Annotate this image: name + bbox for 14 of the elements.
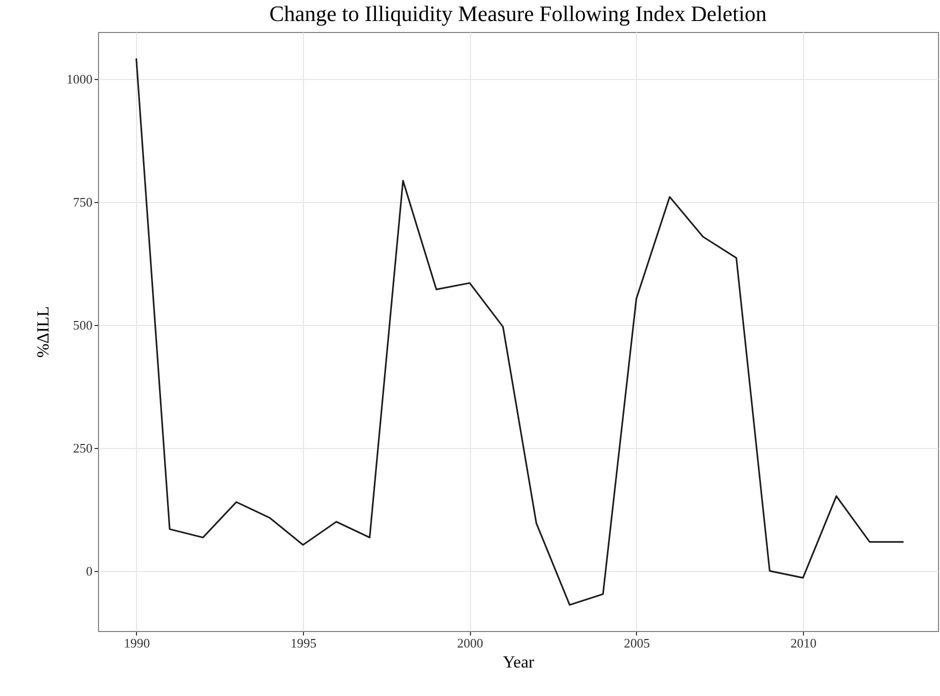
y-tick-label: 0 [86,563,92,578]
y-tick-label: 1000 [66,71,92,86]
y-tick-label: 750 [73,194,92,210]
x-tick-label: 2005 [624,636,650,650]
line-series [136,58,904,606]
y-axis-title: %ΔILL [34,306,52,358]
x-axis-title: Year [502,652,534,672]
x-tick-label: 1995 [290,636,316,650]
x-tick-label: 2010 [790,636,816,650]
y-tick-label: 250 [73,440,92,456]
x-tick-label: 1990 [124,636,150,650]
x-tick-label: 2000 [457,636,484,650]
y-tick-label: 500 [73,317,92,332]
chart-title: Change to Illiquidity Measure Following Index Deletion [269,1,767,26]
